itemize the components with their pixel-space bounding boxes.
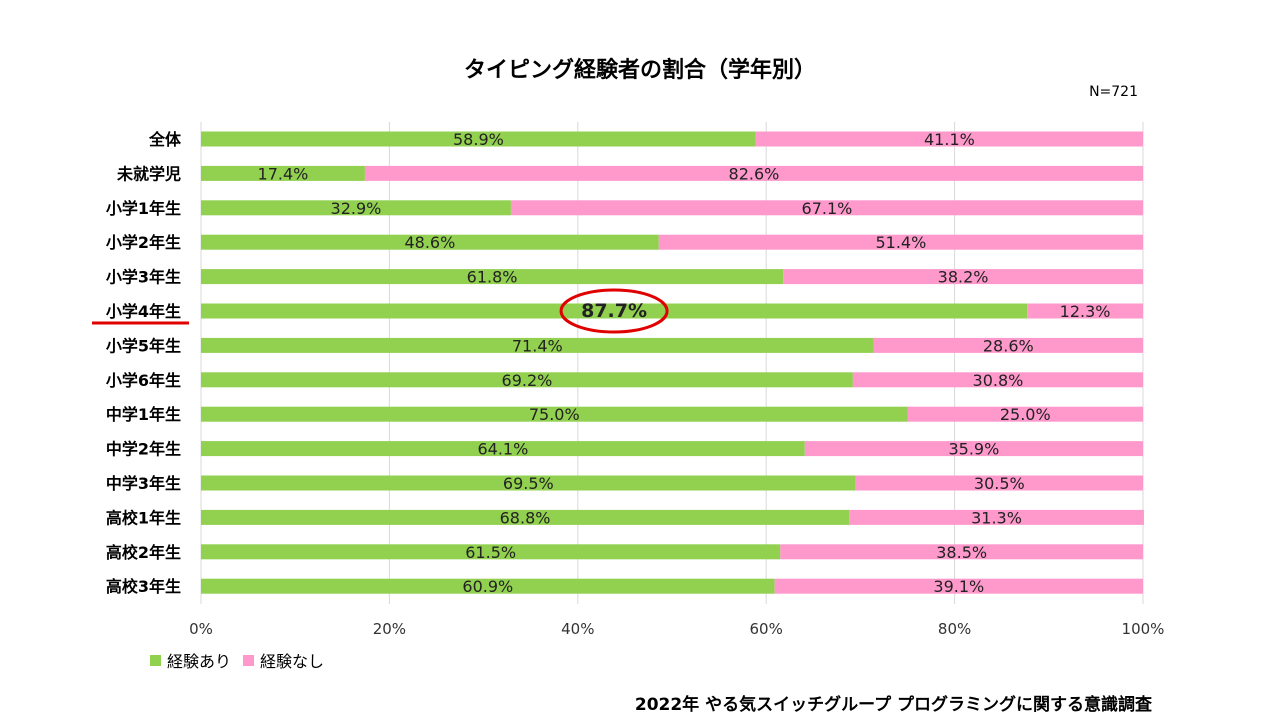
- bar-segment: [201, 509, 850, 525]
- data-label: 69.2%: [502, 371, 553, 390]
- bar-segment: [201, 578, 775, 594]
- data-label: 39.1%: [933, 577, 984, 596]
- bar-segment: [907, 406, 1143, 422]
- legend-swatch-experienced: [150, 654, 161, 666]
- category-label: 小学5年生: [106, 336, 181, 355]
- data-label: 64.1%: [477, 440, 528, 459]
- source-note: 2022年 やる気スイッチグループ プログラミングに関する意識調査: [634, 695, 1152, 715]
- bar-segment: [783, 269, 1143, 285]
- legend-swatch-not-experienced: [243, 654, 255, 666]
- bar-segment: [201, 406, 908, 422]
- x-tick-label: 60%: [750, 620, 783, 638]
- highlight-circle: [559, 288, 669, 334]
- bar-segment: [755, 131, 1143, 147]
- legend-item-not-experienced: 経験なし: [243, 648, 324, 672]
- legend-label-experienced: 経験あり: [167, 652, 232, 671]
- x-tick-label: 40%: [561, 620, 594, 638]
- category-label: 小学3年生: [106, 268, 181, 287]
- data-label: 38.2%: [938, 268, 989, 287]
- bar-segment: [658, 234, 1143, 250]
- category-label: 小学1年生: [106, 199, 181, 218]
- category-label: 小学2年生: [106, 233, 181, 252]
- chart-title: タイピング経験者の割合（学年別）: [463, 58, 816, 83]
- bar-segment: [855, 475, 1143, 491]
- bar-segment: [201, 441, 805, 457]
- data-label: 82.6%: [729, 164, 780, 183]
- category-label: 中学2年生: [106, 440, 181, 459]
- x-tick-label: 20%: [373, 620, 406, 638]
- x-tick-label: 80%: [938, 620, 971, 638]
- bar-segment: [849, 509, 1144, 525]
- x-tick-label: 100%: [1122, 620, 1165, 638]
- bar-segment: [510, 200, 1144, 216]
- bar-segment: [1027, 303, 1143, 319]
- data-label: 68.8%: [500, 508, 551, 527]
- category-label: 未就学児: [116, 164, 181, 183]
- legend: 経験あり 経験なし: [150, 648, 324, 672]
- category-label: 高校3年生: [106, 577, 181, 596]
- data-label: 61.8%: [467, 268, 518, 287]
- bar-segment: [201, 234, 659, 250]
- data-label: 30.8%: [973, 371, 1024, 390]
- data-label: 41.1%: [924, 130, 975, 149]
- data-label: 35.9%: [948, 440, 999, 459]
- data-label: 30.5%: [974, 474, 1025, 493]
- data-label: 25.0%: [1000, 405, 1051, 424]
- bar-segment: [804, 441, 1143, 457]
- category-label: 高校2年生: [106, 543, 181, 562]
- category-label: 小学4年生: [106, 302, 181, 321]
- data-label: 32.9%: [331, 199, 382, 218]
- bar-segment: [201, 131, 756, 147]
- category-label: 小学6年生: [106, 371, 181, 390]
- category-label: 高校1年生: [106, 508, 181, 527]
- data-label: 58.9%: [453, 130, 504, 149]
- category-label: 中学3年生: [106, 474, 181, 493]
- data-label: 61.5%: [465, 543, 516, 562]
- data-label: 67.1%: [802, 199, 853, 218]
- data-label: 48.6%: [404, 233, 455, 252]
- data-label: 69.5%: [503, 474, 554, 493]
- category-label: 中学1年生: [106, 405, 181, 424]
- bar-segment: [201, 303, 1028, 319]
- data-label: 71.4%: [512, 336, 563, 355]
- data-label: 75.0%: [529, 405, 580, 424]
- category-label: 全体: [148, 130, 182, 149]
- bar-segment: [201, 475, 856, 491]
- data-label: 38.5%: [936, 543, 987, 562]
- bar-segment: [201, 544, 781, 560]
- bar-segment: [201, 372, 853, 388]
- bar-segment: [780, 544, 1143, 560]
- data-label: 51.4%: [875, 233, 926, 252]
- bar-segment: [873, 337, 1143, 353]
- bar-segment: [364, 165, 1144, 181]
- data-label: 60.9%: [462, 577, 513, 596]
- legend-item-experienced: 経験あり: [150, 648, 231, 672]
- sample-size-label: N=721: [1089, 84, 1138, 100]
- bar-segment: [201, 200, 511, 216]
- bar-segment: [201, 337, 874, 353]
- bar-segment: [852, 372, 1143, 388]
- data-label: 31.3%: [971, 508, 1022, 527]
- data-label: 12.3%: [1060, 302, 1111, 321]
- legend-label-not-experienced: 経験なし: [260, 652, 325, 671]
- x-tick-label: 0%: [189, 620, 213, 638]
- bar-segment: [201, 165, 365, 181]
- data-label: 28.6%: [983, 336, 1034, 355]
- data-label: 17.4%: [258, 164, 309, 183]
- bar-segment: [774, 578, 1143, 594]
- data-label: 87.7%: [581, 300, 647, 322]
- bar-segment: [201, 269, 784, 285]
